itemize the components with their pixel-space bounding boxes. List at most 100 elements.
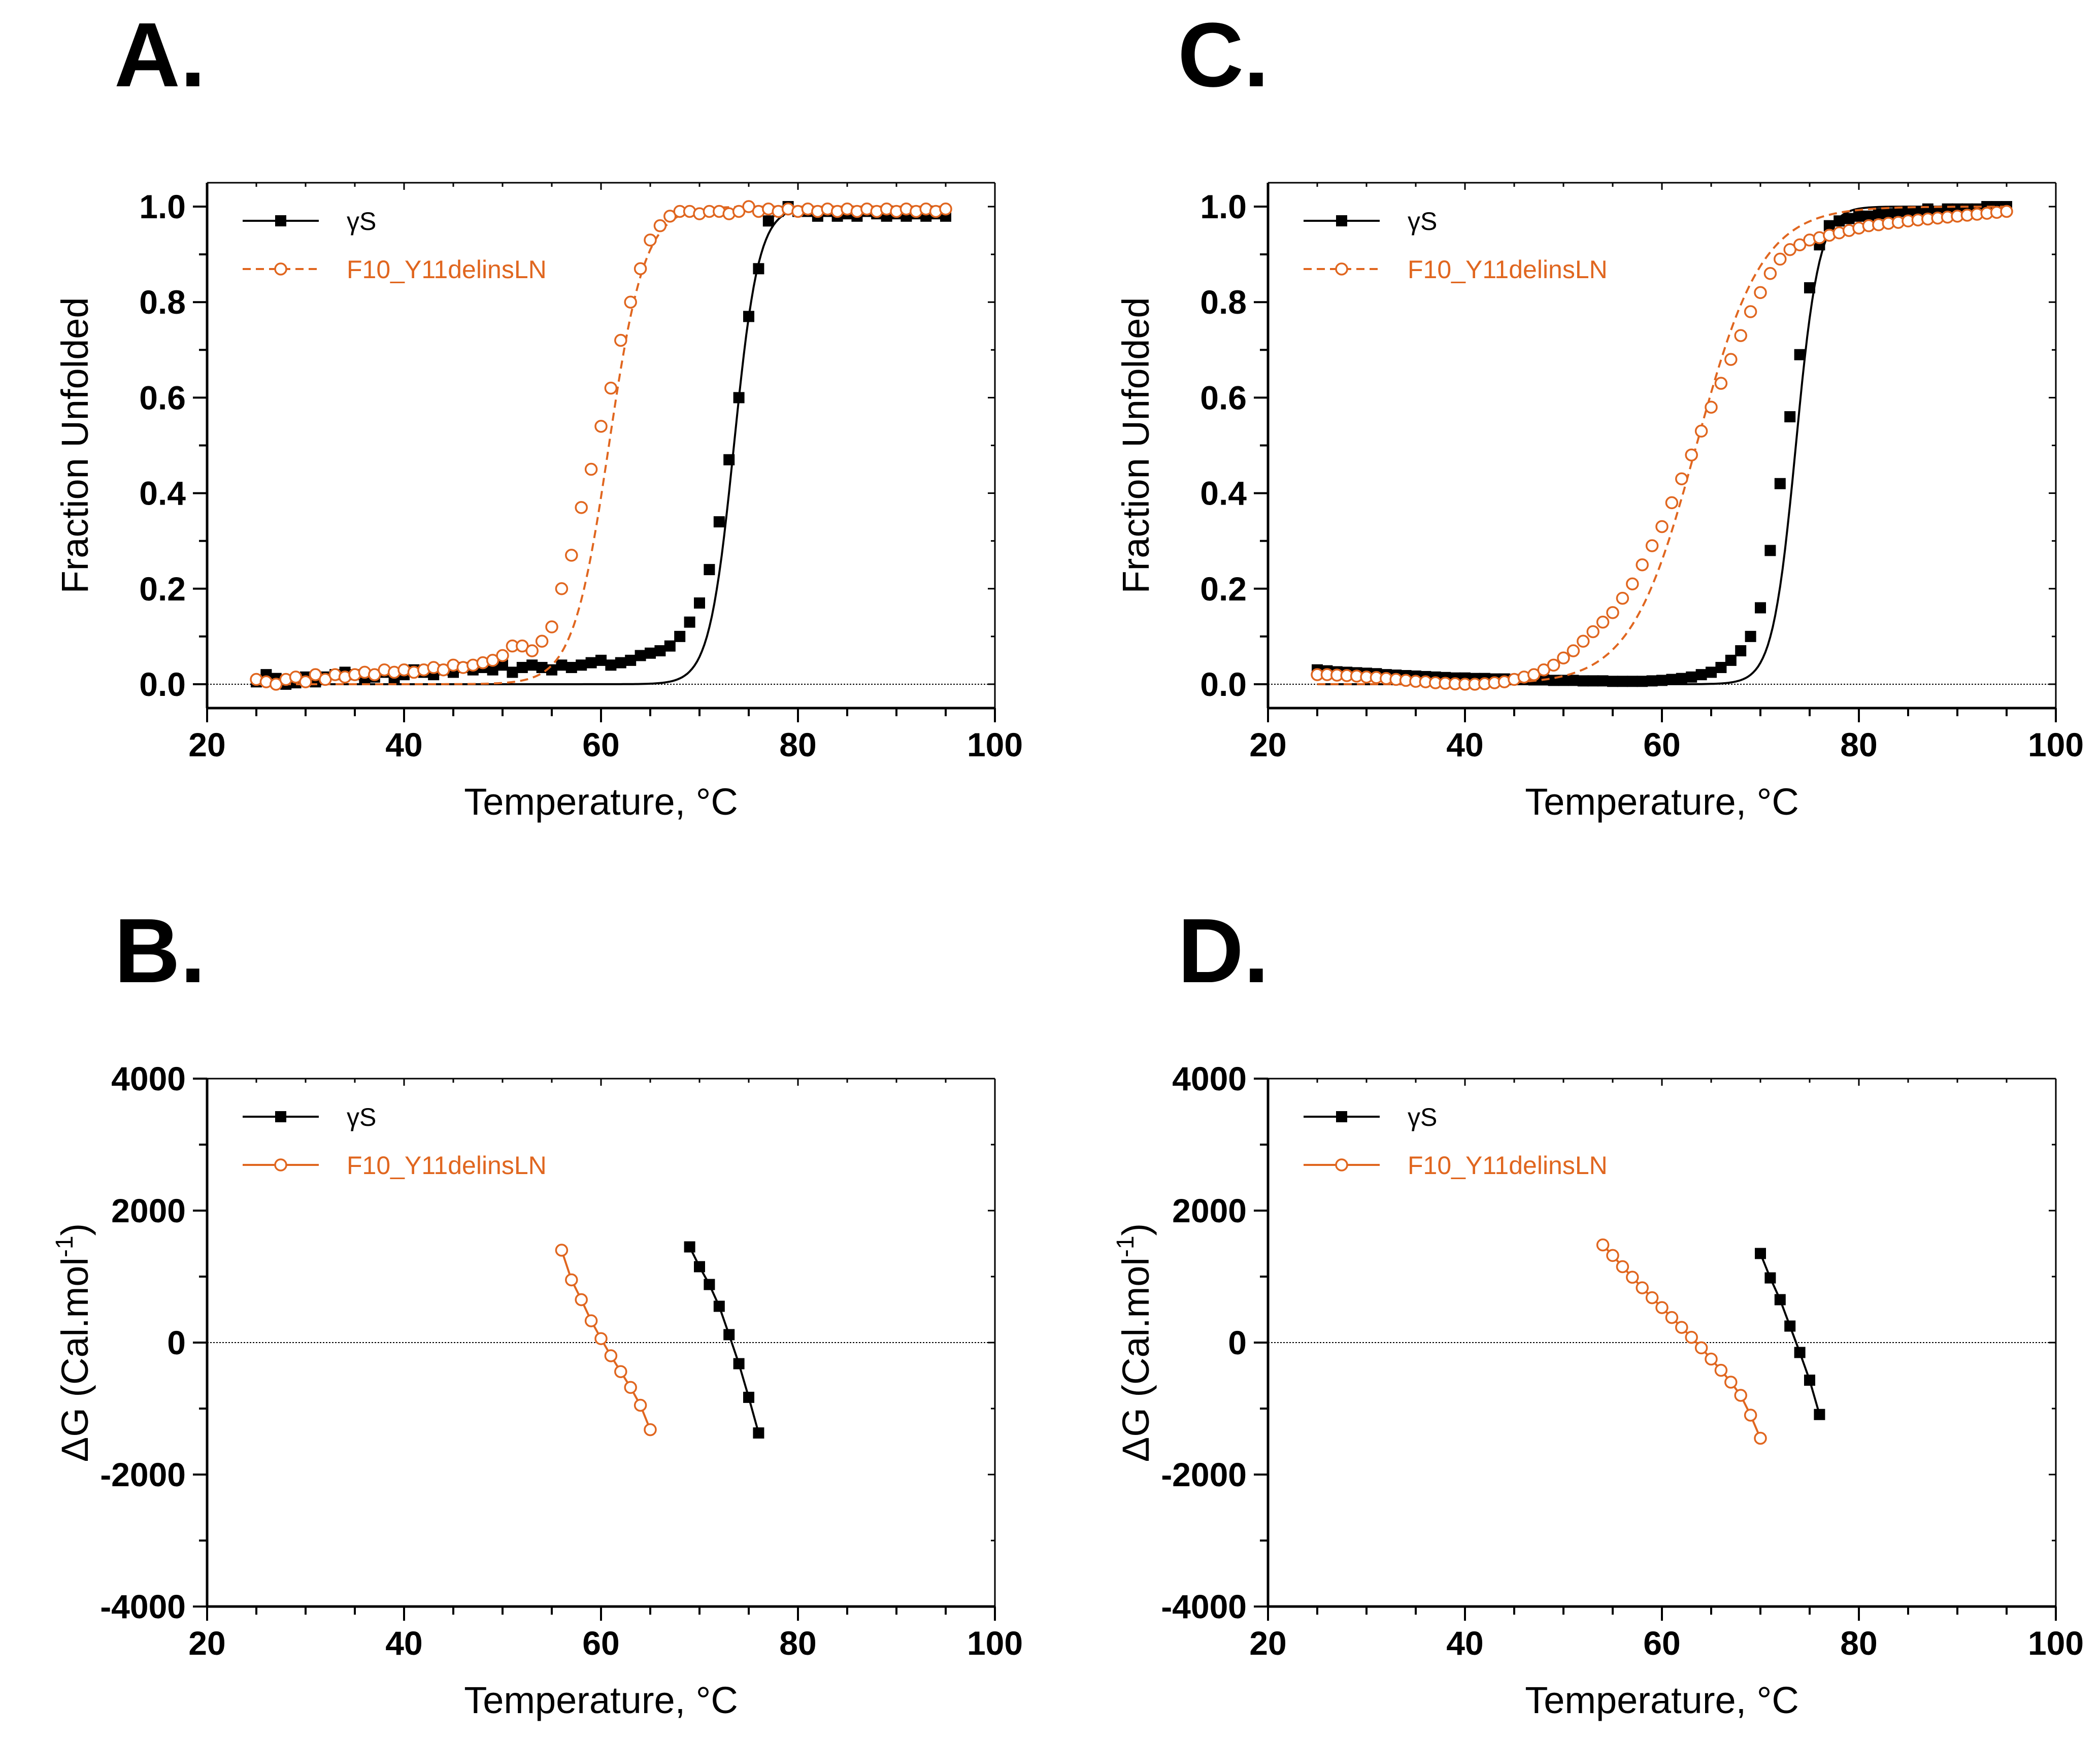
data-point — [624, 295, 637, 309]
data-point — [575, 1293, 588, 1307]
data-point — [1725, 654, 1737, 666]
data-point — [1734, 1389, 1747, 1402]
data-point — [704, 1279, 715, 1290]
data-point — [1636, 558, 1649, 572]
x-tick-label: 20 — [1249, 1624, 1286, 1662]
y-axis-title: ΔG (Cal.mol-1) — [1112, 1223, 1157, 1462]
data-point — [753, 1427, 764, 1439]
data-point — [1666, 674, 1678, 685]
data-point — [1903, 206, 1914, 217]
data-point — [1714, 1363, 1728, 1377]
data-point — [1676, 673, 1687, 684]
data-point — [1804, 282, 1815, 293]
data-point — [1645, 539, 1659, 552]
y-tick-label: 2000 — [1172, 1192, 1247, 1229]
data-point — [1744, 1409, 1757, 1422]
legend-label: F10_Y11delinsLN — [1408, 1151, 1608, 1180]
y-axis-title-end: ) — [1115, 1223, 1157, 1236]
data-point — [1675, 1321, 1688, 1334]
data-point — [654, 645, 666, 657]
y-tick-label: -4000 — [1161, 1588, 1247, 1625]
data-point — [1655, 520, 1669, 533]
panel-b: B. 20 40 60 80 100 -4000 -2000 0 2000 4000 Temperat… — [51, 900, 1023, 1721]
data-point — [1626, 577, 1639, 591]
data-point — [545, 620, 558, 633]
data-point — [733, 1358, 745, 1369]
data-point — [1764, 545, 1776, 556]
x-tick-label: 80 — [1840, 1624, 1877, 1662]
data-point — [595, 654, 607, 666]
data-point — [1745, 630, 1756, 642]
data-point — [1665, 1311, 1679, 1324]
y-tick-label: 1.0 — [139, 188, 186, 225]
legend-entry: γS — [243, 207, 376, 236]
data-point — [565, 662, 577, 674]
y-tick-label: 0.2 — [1200, 570, 1247, 608]
data-point — [584, 462, 598, 476]
legend-entry: γS — [243, 1103, 376, 1131]
data-point — [1685, 448, 1698, 462]
data-point — [565, 549, 578, 562]
data-point — [1646, 675, 1658, 687]
data-point — [1626, 676, 1638, 687]
y-tick-label: 2000 — [111, 1192, 186, 1229]
data-point — [653, 219, 667, 232]
x-tick-label: 40 — [385, 1624, 422, 1662]
data-point — [1755, 602, 1766, 614]
legend-entry: F10_Y11delinsLN — [243, 255, 547, 284]
data-point — [2000, 205, 2013, 218]
data-point — [615, 657, 626, 668]
legend-marker — [1335, 262, 1348, 276]
y-axis-title-superscript: -1 — [1112, 1235, 1139, 1257]
x-tick-label: 100 — [967, 726, 1023, 763]
x-tick-label: 40 — [385, 726, 422, 763]
y-tick-label: 0.0 — [1200, 665, 1247, 703]
x-tick-label: 100 — [2028, 1624, 2084, 1662]
series-mutant-curve — [560, 1250, 651, 1430]
data-point — [1675, 472, 1688, 486]
y-tick-label: 4000 — [1172, 1060, 1247, 1097]
data-point — [645, 647, 656, 659]
panel-a: A. 20 40 60 80 100 0.0 0.2 0.4 0.6 0.8 1.0 Temperatu… — [54, 4, 1023, 823]
data-point — [1804, 1375, 1815, 1386]
data-point — [713, 516, 725, 528]
x-tick-label: 20 — [1249, 726, 1286, 763]
legend-label: F10_Y11delinsLN — [347, 1151, 547, 1180]
data-point — [1715, 662, 1727, 674]
data-point — [1606, 1249, 1619, 1262]
y-tick-label: 0.2 — [139, 570, 186, 608]
y-tick-label: -4000 — [100, 1588, 186, 1625]
data-point — [694, 597, 705, 609]
x-tick-label: 80 — [1840, 726, 1877, 763]
y-axis-title-main: ΔG (Cal.mol — [54, 1257, 96, 1462]
data-point — [1774, 1294, 1786, 1306]
data-point — [604, 1349, 618, 1362]
series-mutant — [1311, 205, 2013, 691]
data-point — [1695, 669, 1707, 681]
data-point — [624, 1381, 637, 1394]
data-point — [584, 1314, 598, 1327]
data-point — [1784, 1320, 1796, 1332]
x-axis-title: Temperature, °C — [464, 1679, 738, 1721]
data-point — [1735, 645, 1747, 657]
series-mutant — [250, 200, 952, 691]
data-point — [939, 203, 952, 216]
data-point — [635, 650, 646, 661]
legend-marker — [1336, 215, 1347, 226]
data-point — [704, 564, 715, 576]
x-tick-label: 80 — [779, 1624, 816, 1662]
data-point — [644, 1423, 657, 1436]
data-point — [644, 233, 657, 247]
legend-label: γS — [1408, 1103, 1437, 1131]
data-point — [497, 659, 508, 671]
data-point — [1587, 675, 1599, 687]
legend-marker — [275, 215, 286, 226]
data-point — [684, 616, 695, 628]
data-point — [1784, 411, 1796, 423]
data-point — [1714, 377, 1728, 390]
y-tick-label: 1.0 — [1200, 188, 1247, 225]
data-point — [299, 675, 312, 688]
x-tick-label: 80 — [779, 726, 816, 763]
panel-label: C. — [1178, 4, 1269, 106]
data-point — [1706, 666, 1717, 678]
